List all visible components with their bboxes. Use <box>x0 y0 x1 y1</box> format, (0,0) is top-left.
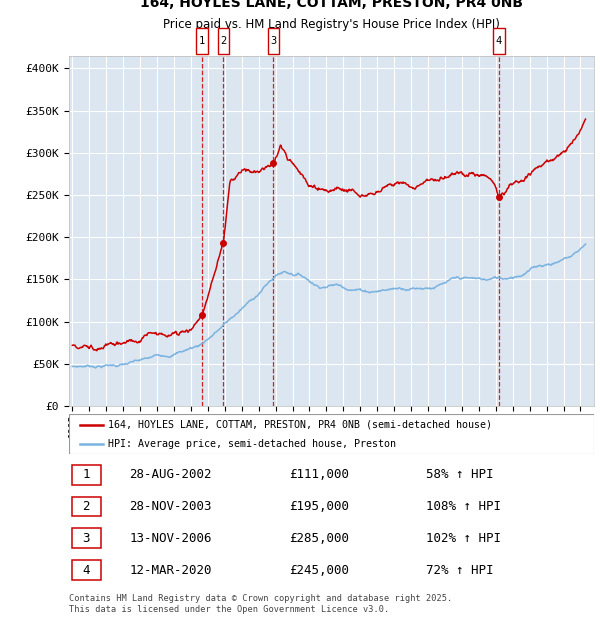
Text: £245,000: £245,000 <box>290 564 349 577</box>
FancyBboxPatch shape <box>493 28 505 54</box>
Text: 12-MAR-2020: 12-MAR-2020 <box>130 564 212 577</box>
Text: £111,000: £111,000 <box>290 468 349 481</box>
Text: 3: 3 <box>82 532 90 545</box>
Text: HPI: Average price, semi-detached house, Preston: HPI: Average price, semi-detached house,… <box>109 439 397 449</box>
Text: 13-NOV-2006: 13-NOV-2006 <box>130 532 212 545</box>
FancyBboxPatch shape <box>71 465 101 485</box>
Text: 102% ↑ HPI: 102% ↑ HPI <box>426 532 501 545</box>
FancyBboxPatch shape <box>196 28 208 54</box>
Text: 4: 4 <box>82 564 90 577</box>
FancyBboxPatch shape <box>268 28 279 54</box>
FancyBboxPatch shape <box>71 528 101 548</box>
FancyBboxPatch shape <box>71 497 101 516</box>
Text: Contains HM Land Registry data © Crown copyright and database right 2025.
This d: Contains HM Land Registry data © Crown c… <box>69 595 452 614</box>
Text: 1: 1 <box>82 468 90 481</box>
Text: £285,000: £285,000 <box>290 532 349 545</box>
Text: 4: 4 <box>496 36 502 46</box>
FancyBboxPatch shape <box>71 560 101 580</box>
Text: £195,000: £195,000 <box>290 500 349 513</box>
Text: 28-AUG-2002: 28-AUG-2002 <box>130 468 212 481</box>
Text: 164, HOYLES LANE, COTTAM, PRESTON, PR4 0NB (semi-detached house): 164, HOYLES LANE, COTTAM, PRESTON, PR4 0… <box>109 420 493 430</box>
Text: 58% ↑ HPI: 58% ↑ HPI <box>426 468 493 481</box>
Text: 108% ↑ HPI: 108% ↑ HPI <box>426 500 501 513</box>
Text: Price paid vs. HM Land Registry's House Price Index (HPI): Price paid vs. HM Land Registry's House … <box>163 18 500 31</box>
Text: 28-NOV-2003: 28-NOV-2003 <box>130 500 212 513</box>
Text: 3: 3 <box>270 36 277 46</box>
Text: 1: 1 <box>199 36 205 46</box>
Text: 72% ↑ HPI: 72% ↑ HPI <box>426 564 493 577</box>
Text: 164, HOYLES LANE, COTTAM, PRESTON, PR4 0NB: 164, HOYLES LANE, COTTAM, PRESTON, PR4 0… <box>140 0 523 11</box>
Text: 2: 2 <box>220 36 226 46</box>
Text: 2: 2 <box>82 500 90 513</box>
FancyBboxPatch shape <box>218 28 229 54</box>
